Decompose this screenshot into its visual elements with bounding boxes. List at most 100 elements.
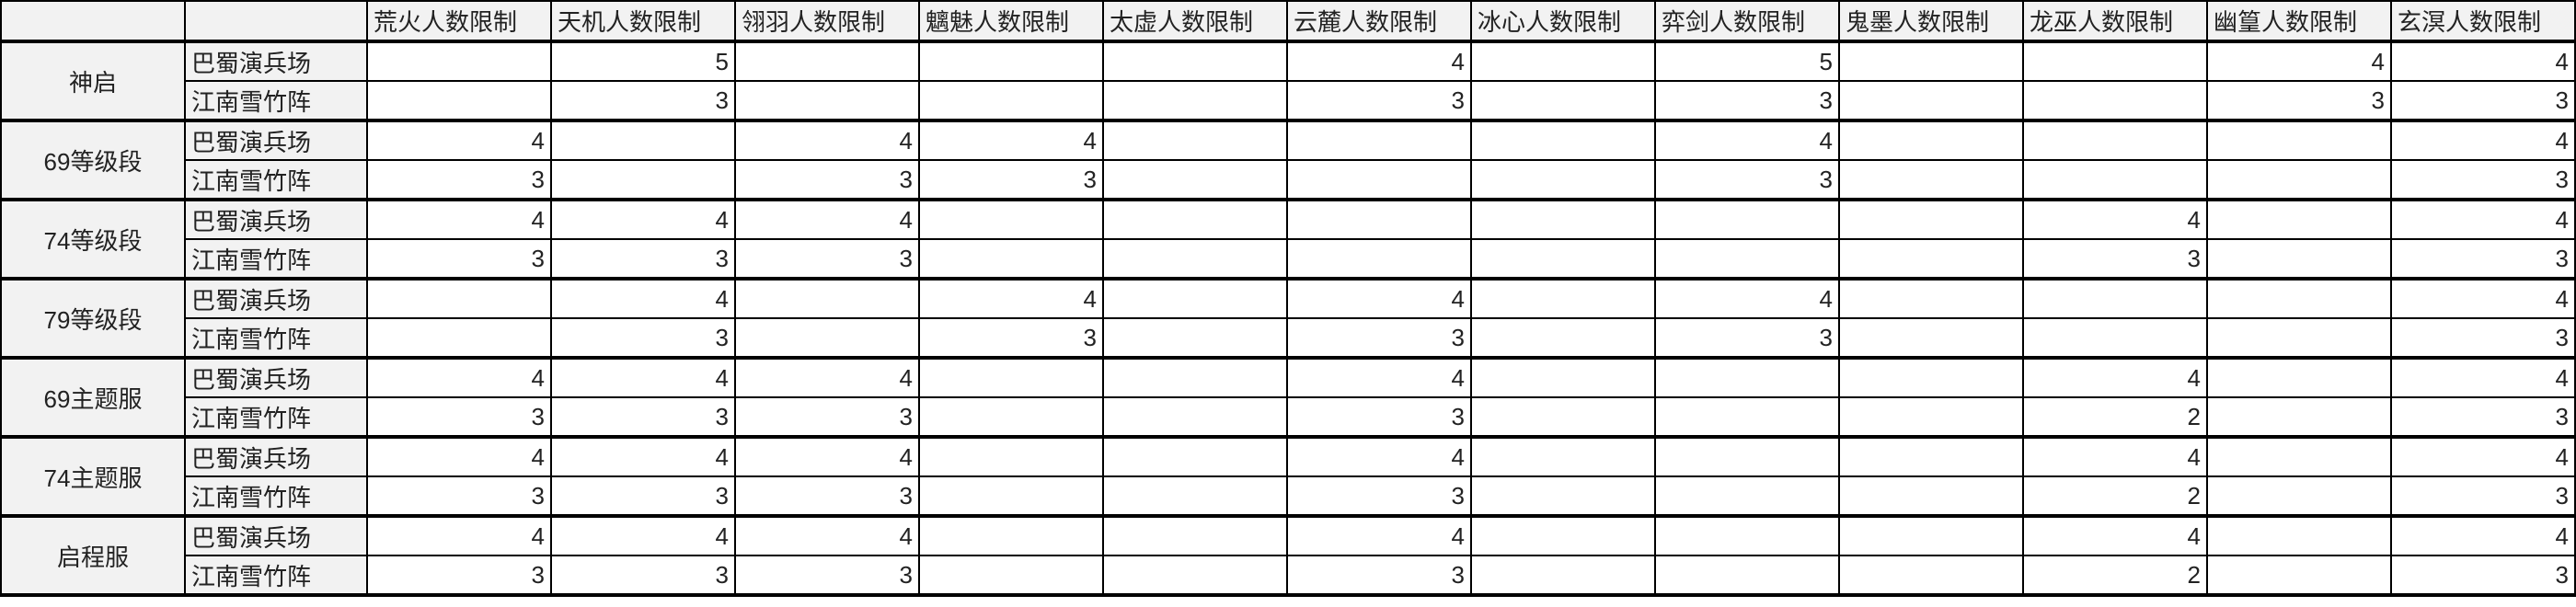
value-cell[interactable] bbox=[918, 555, 1104, 597]
row-label-cell[interactable]: 巴蜀演兵场 bbox=[184, 120, 368, 161]
column-header[interactable]: 翎羽人数限制 bbox=[734, 0, 920, 43]
value-cell[interactable] bbox=[1838, 396, 2024, 439]
value-cell[interactable]: 4 bbox=[366, 120, 552, 161]
value-cell[interactable] bbox=[1470, 317, 1656, 360]
value-cell[interactable] bbox=[1838, 555, 2024, 597]
value-cell[interactable]: 3 bbox=[2390, 238, 2576, 281]
value-cell[interactable]: 3 bbox=[734, 159, 920, 201]
value-cell[interactable]: 3 bbox=[2022, 238, 2208, 281]
value-cell[interactable] bbox=[1838, 317, 2024, 360]
value-cell[interactable]: 2 bbox=[2022, 396, 2208, 439]
row-label-cell[interactable]: 江南雪竹阵 bbox=[184, 238, 368, 281]
value-cell[interactable]: 3 bbox=[2390, 475, 2576, 518]
row-label-cell[interactable]: 江南雪竹阵 bbox=[184, 317, 368, 360]
value-cell[interactable] bbox=[1102, 238, 1288, 281]
value-cell[interactable] bbox=[2206, 436, 2392, 477]
value-cell[interactable]: 4 bbox=[2022, 357, 2208, 398]
value-cell[interactable] bbox=[2206, 555, 2392, 597]
value-cell[interactable]: 4 bbox=[366, 199, 552, 240]
value-cell[interactable]: 3 bbox=[1286, 317, 1472, 360]
value-cell[interactable] bbox=[1286, 120, 1472, 161]
value-cell[interactable] bbox=[734, 80, 920, 122]
value-cell[interactable]: 4 bbox=[2206, 40, 2392, 82]
value-cell[interactable]: 4 bbox=[2022, 199, 2208, 240]
column-header[interactable]: 鬼墨人数限制 bbox=[1838, 0, 2024, 43]
value-cell[interactable]: 4 bbox=[918, 278, 1104, 319]
value-cell[interactable] bbox=[1102, 436, 1288, 477]
value-cell[interactable]: 3 bbox=[1654, 80, 1840, 122]
value-cell[interactable] bbox=[1470, 120, 1656, 161]
value-cell[interactable] bbox=[2206, 475, 2392, 518]
value-cell[interactable]: 4 bbox=[550, 278, 736, 319]
value-cell[interactable] bbox=[2022, 278, 2208, 319]
value-cell[interactable] bbox=[1838, 475, 2024, 518]
value-cell[interactable]: 3 bbox=[366, 475, 552, 518]
value-cell[interactable] bbox=[1470, 278, 1656, 319]
value-cell[interactable] bbox=[1838, 199, 2024, 240]
value-cell[interactable] bbox=[1654, 357, 1840, 398]
group-label-cell[interactable]: 69主题服 bbox=[0, 357, 186, 439]
row-label-cell[interactable]: 巴蜀演兵场 bbox=[184, 278, 368, 319]
group-label-cell[interactable]: 79等级段 bbox=[0, 278, 186, 360]
row-label-cell[interactable]: 巴蜀演兵场 bbox=[184, 199, 368, 240]
value-cell[interactable] bbox=[2022, 317, 2208, 360]
value-cell[interactable]: 4 bbox=[2390, 357, 2576, 398]
value-cell[interactable] bbox=[2206, 120, 2392, 161]
value-cell[interactable]: 4 bbox=[1286, 436, 1472, 477]
value-cell[interactable]: 4 bbox=[2390, 515, 2576, 556]
value-cell[interactable]: 4 bbox=[734, 515, 920, 556]
value-cell[interactable] bbox=[1470, 436, 1656, 477]
value-cell[interactable] bbox=[2206, 515, 2392, 556]
value-cell[interactable]: 3 bbox=[2390, 159, 2576, 201]
value-cell[interactable] bbox=[1838, 436, 2024, 477]
value-cell[interactable] bbox=[366, 80, 552, 122]
row-label-cell[interactable]: 江南雪竹阵 bbox=[184, 159, 368, 201]
column-header[interactable]: 玄溟人数限制 bbox=[2390, 0, 2576, 43]
value-cell[interactable]: 4 bbox=[1286, 515, 1472, 556]
value-cell[interactable]: 3 bbox=[366, 238, 552, 281]
value-cell[interactable] bbox=[2206, 199, 2392, 240]
value-cell[interactable] bbox=[1470, 396, 1656, 439]
value-cell[interactable]: 4 bbox=[366, 436, 552, 477]
value-cell[interactable]: 4 bbox=[734, 120, 920, 161]
group-label-cell[interactable]: 74主题服 bbox=[0, 436, 186, 518]
value-cell[interactable] bbox=[1102, 515, 1288, 556]
value-cell[interactable]: 3 bbox=[366, 159, 552, 201]
column-header[interactable]: 幽篁人数限制 bbox=[2206, 0, 2392, 43]
value-cell[interactable]: 3 bbox=[550, 475, 736, 518]
value-cell[interactable]: 4 bbox=[2390, 278, 2576, 319]
value-cell[interactable]: 4 bbox=[550, 357, 736, 398]
value-cell[interactable]: 3 bbox=[550, 238, 736, 281]
value-cell[interactable] bbox=[1102, 396, 1288, 439]
row-label-cell[interactable]: 巴蜀演兵场 bbox=[184, 357, 368, 398]
value-cell[interactable]: 3 bbox=[1654, 159, 1840, 201]
value-cell[interactable] bbox=[1654, 515, 1840, 556]
row-label-cell[interactable]: 巴蜀演兵场 bbox=[184, 515, 368, 556]
value-cell[interactable]: 3 bbox=[918, 159, 1104, 201]
value-cell[interactable] bbox=[1102, 475, 1288, 518]
value-cell[interactable]: 3 bbox=[550, 396, 736, 439]
value-cell[interactable]: 4 bbox=[1286, 278, 1472, 319]
value-cell[interactable] bbox=[918, 199, 1104, 240]
value-cell[interactable] bbox=[1654, 238, 1840, 281]
value-cell[interactable] bbox=[1838, 278, 2024, 319]
value-cell[interactable]: 4 bbox=[2022, 515, 2208, 556]
value-cell[interactable] bbox=[734, 278, 920, 319]
value-cell[interactable] bbox=[1102, 278, 1288, 319]
value-cell[interactable] bbox=[2206, 159, 2392, 201]
value-cell[interactable] bbox=[366, 278, 552, 319]
value-cell[interactable] bbox=[1838, 120, 2024, 161]
value-cell[interactable] bbox=[918, 475, 1104, 518]
column-header[interactable]: 天机人数限制 bbox=[550, 0, 736, 43]
value-cell[interactable]: 4 bbox=[1654, 120, 1840, 161]
value-cell[interactable]: 3 bbox=[2390, 396, 2576, 439]
value-cell[interactable] bbox=[1470, 159, 1656, 201]
value-cell[interactable] bbox=[1470, 515, 1656, 556]
value-cell[interactable] bbox=[1470, 357, 1656, 398]
value-cell[interactable] bbox=[1654, 475, 1840, 518]
row-label-cell[interactable]: 江南雪竹阵 bbox=[184, 555, 368, 597]
value-cell[interactable] bbox=[1470, 555, 1656, 597]
value-cell[interactable] bbox=[2206, 317, 2392, 360]
value-cell[interactable] bbox=[1654, 396, 1840, 439]
value-cell[interactable] bbox=[918, 80, 1104, 122]
